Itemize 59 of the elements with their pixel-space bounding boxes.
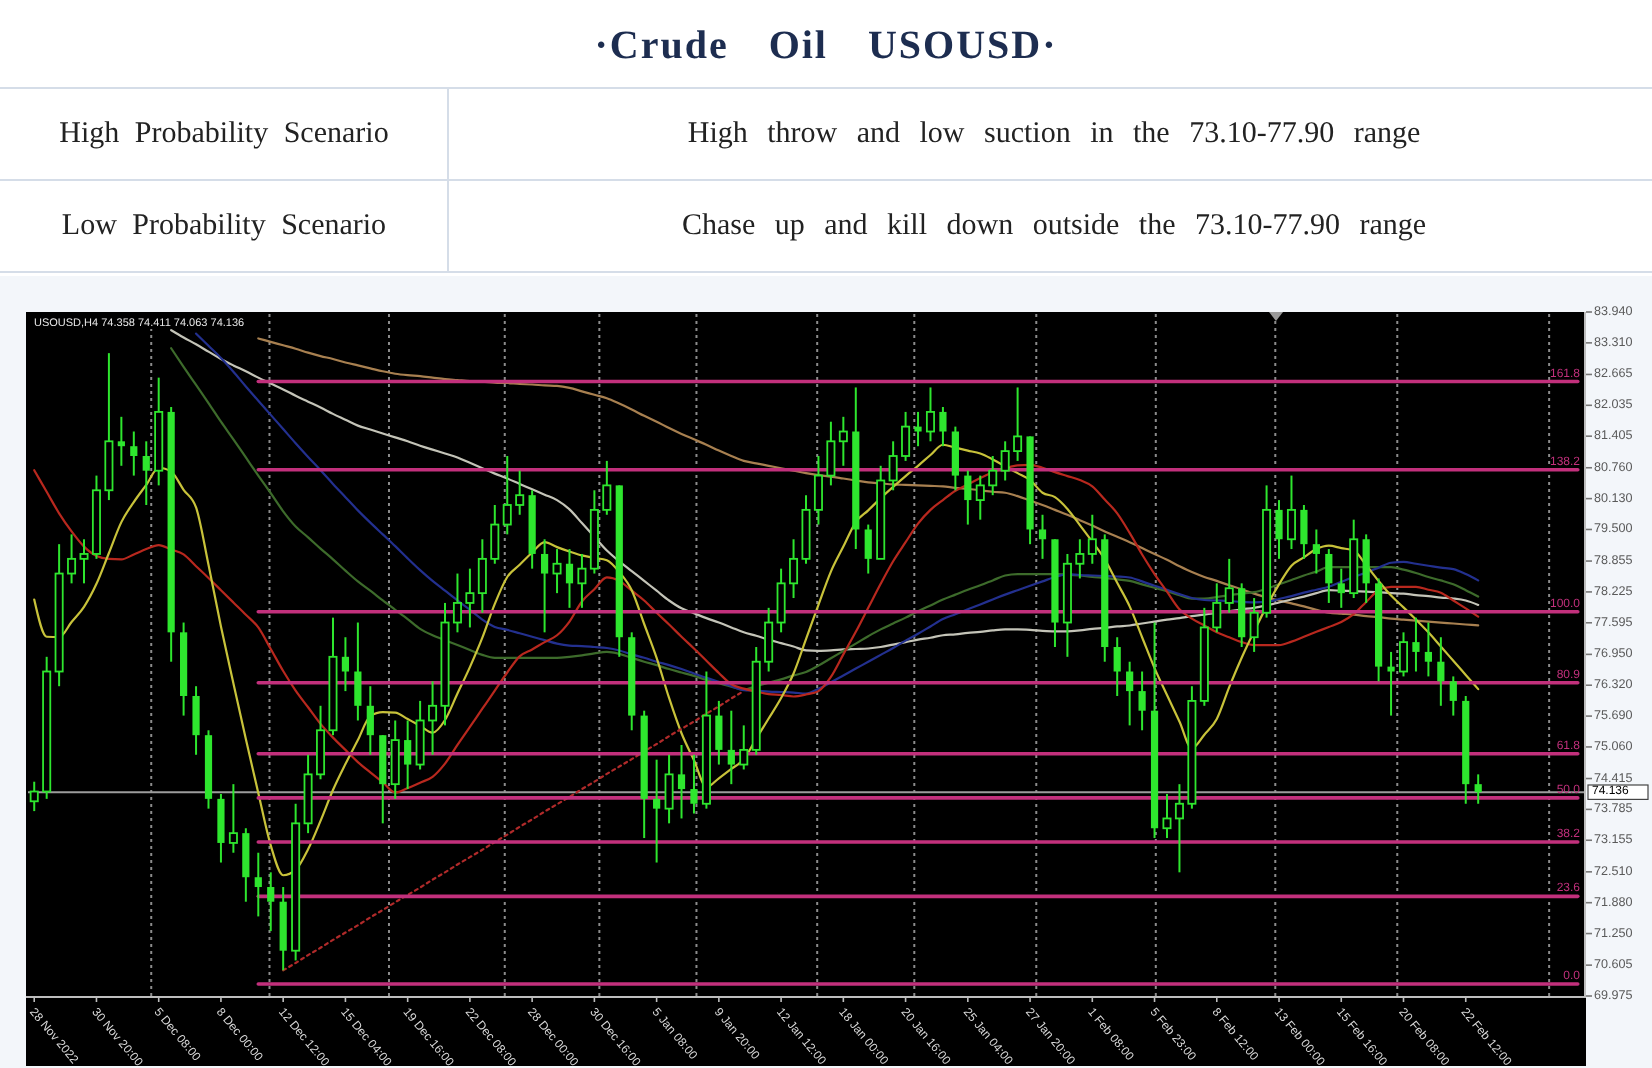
candlestick — [653, 758, 661, 864]
candlestick — [1399, 631, 1408, 678]
text: Chase up and kill down outside the 73.10-77.90 range — [681, 210, 1427, 242]
candlestick — [1474, 773, 1482, 805]
chart-title: ·Crude Oil USOUSD· — [594, 24, 1058, 68]
candlestick — [354, 621, 362, 722]
candlestick — [1038, 513, 1047, 560]
candlestick — [1437, 636, 1445, 707]
candlestick — [939, 406, 947, 448]
candlestick — [130, 430, 138, 477]
candlestick — [1424, 621, 1432, 678]
candlestick — [1387, 650, 1395, 717]
candlestick — [217, 792, 225, 864]
candlestick — [366, 685, 374, 756]
candlestick — [1412, 616, 1420, 673]
candlestick — [739, 724, 749, 771]
candlestick — [1162, 792, 1172, 840]
text: High Probability Scenario — [59, 118, 389, 150]
candlestick — [715, 699, 723, 766]
candlestick — [254, 851, 262, 918]
candlestick — [690, 753, 698, 815]
candlestick — [1286, 474, 1296, 551]
candlestick — [1113, 636, 1121, 697]
candlestick — [1362, 533, 1370, 604]
candlestick — [727, 709, 735, 786]
candlestick — [540, 538, 549, 634]
candlestick — [1337, 567, 1345, 609]
candlestick — [577, 552, 587, 609]
candlestick — [838, 415, 848, 467]
candlestick — [951, 425, 959, 492]
candlestick — [565, 548, 574, 609]
candlestick — [1224, 557, 1234, 614]
candlestick — [390, 719, 400, 800]
line-series — [257, 337, 1480, 627]
candlestick — [664, 753, 674, 825]
candlestick — [925, 386, 935, 443]
candlestick — [1449, 675, 1457, 717]
candlestick — [267, 871, 275, 933]
text: Low Probability Scenario — [61, 210, 387, 242]
text: High throw and low suction in the 73.10-77.90 range — [687, 118, 1421, 150]
candlestick — [192, 685, 200, 756]
candlestick — [341, 636, 350, 693]
candlestick — [242, 827, 250, 903]
candlestick — [864, 523, 872, 575]
candlestick — [117, 415, 125, 467]
candlestick — [1138, 670, 1146, 732]
candlestick — [1087, 513, 1097, 565]
candlestick — [404, 719, 412, 791]
candlestick — [1312, 528, 1320, 575]
candlestick — [1126, 660, 1134, 727]
candlestick — [1300, 503, 1308, 560]
candlestick — [914, 410, 922, 448]
candlestick — [552, 548, 562, 595]
candlestick — [964, 469, 972, 526]
candlestick — [1275, 499, 1283, 560]
candlestick — [142, 440, 150, 506]
candlestick — [228, 783, 238, 854]
candlestick — [677, 743, 686, 820]
candlestick — [1325, 548, 1333, 604]
